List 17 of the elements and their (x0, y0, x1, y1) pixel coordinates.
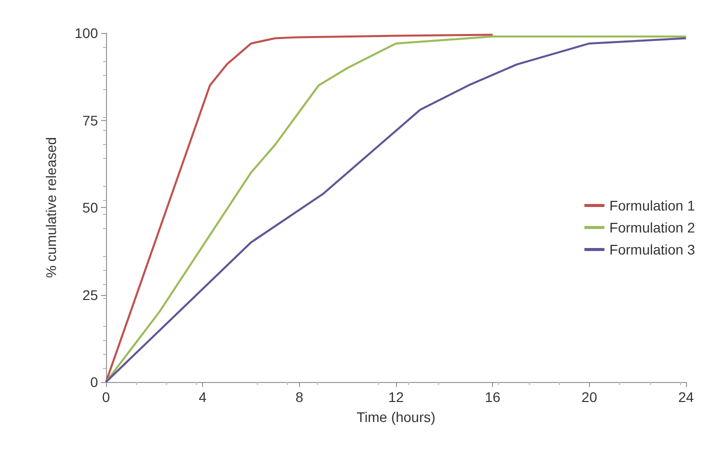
x-tick-label: 20 (582, 389, 598, 405)
legend-label: Formulation 1 (609, 198, 696, 214)
y-tick-label: 100 (74, 25, 98, 41)
x-tick-label: 4 (198, 389, 207, 405)
y-tick-label: 0 (90, 374, 98, 390)
x-tick-label: 16 (484, 389, 501, 405)
legend-label: Formulation 3 (609, 242, 696, 258)
y-tick-label: 25 (82, 286, 98, 303)
y-axis-title: % cumulative released (43, 137, 59, 278)
legend-label: Formulation 2 (609, 220, 696, 236)
x-tick-label: 8 (295, 389, 304, 405)
x-axis-title: Time (hours) (356, 409, 436, 425)
y-tick-label: 75 (82, 112, 98, 128)
y-tick-label: 50 (82, 200, 98, 216)
x-tick-label: 12 (388, 389, 404, 405)
x-tick-label: 24 (678, 389, 694, 405)
x-tick-label: 0 (102, 389, 110, 405)
